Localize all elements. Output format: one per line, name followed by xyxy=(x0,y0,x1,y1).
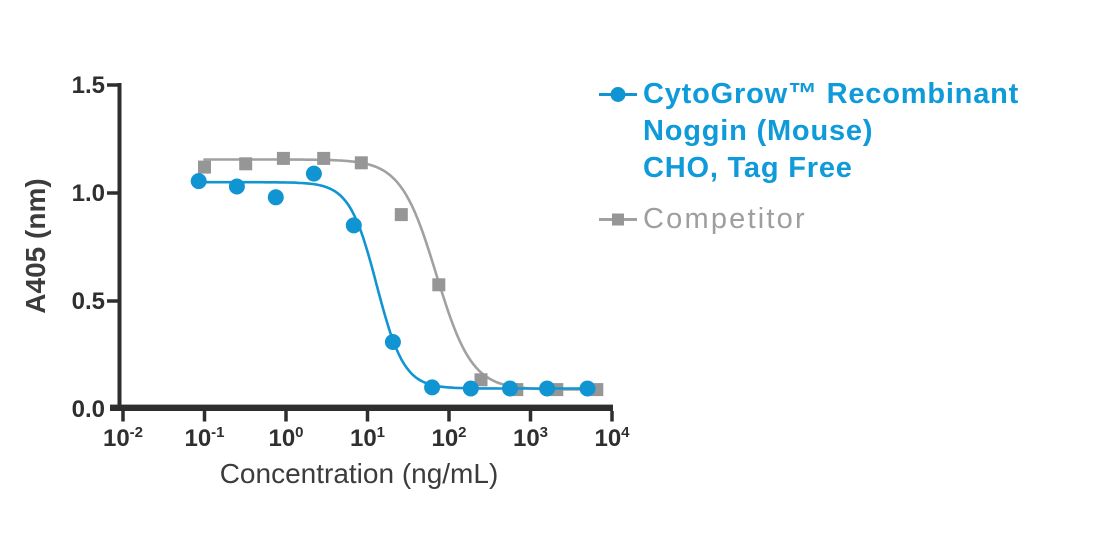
x-tick-label: 101 xyxy=(350,424,385,452)
y-tick xyxy=(107,83,118,87)
data-point-cytogrow xyxy=(539,380,556,397)
x-tick xyxy=(610,411,614,422)
y-axis-title: A405 (nm) xyxy=(20,178,51,313)
x-axis-title: Concentration (ng/mL) xyxy=(220,458,499,489)
data-point-cytogrow xyxy=(345,217,362,234)
x-tick xyxy=(447,411,451,422)
data-point-cytogrow xyxy=(305,165,322,182)
y-axis-line xyxy=(117,83,122,411)
y-tick-label: 1.0 xyxy=(72,180,105,207)
x-tick xyxy=(202,411,207,422)
x-tick-label: 102 xyxy=(431,424,466,452)
x-tick xyxy=(528,411,533,422)
data-point-competitor xyxy=(474,373,488,387)
y-tick-label: 1.5 xyxy=(72,72,105,99)
x-tick-label: 104 xyxy=(594,424,630,452)
data-point-cytogrow xyxy=(384,334,401,350)
x-tick-label: 103 xyxy=(513,424,548,452)
x-tick-label: 10-2 xyxy=(103,424,143,452)
legend-square-marker-icon xyxy=(599,213,637,226)
legend-label-competitor: Competitor xyxy=(643,203,807,235)
data-point-cytogrow xyxy=(424,379,441,396)
y-tick-label: 0.0 xyxy=(72,396,105,423)
x-tick xyxy=(284,411,288,422)
y-tick xyxy=(107,191,118,195)
y-tick-label: 0.5 xyxy=(72,288,105,315)
data-point-competitor xyxy=(354,156,368,170)
data-point-cytogrow xyxy=(579,380,596,397)
legend-label-cytogrow: CytoGrow™ Recombinant Noggin (Mouse) CHO… xyxy=(643,76,1019,187)
data-point-cytogrow xyxy=(267,189,284,206)
legend-label-line1: CytoGrow™ Recombinant xyxy=(643,78,1020,110)
x-axis-line xyxy=(110,404,613,411)
data-point-competitor xyxy=(394,208,408,222)
data-point-competitor xyxy=(198,160,211,174)
curve-competitor xyxy=(203,158,599,391)
data-point-cytogrow xyxy=(190,173,207,190)
curve-cytogrow xyxy=(197,180,589,390)
data-point-competitor xyxy=(432,278,446,292)
legend-item-cytogrow: CytoGrow™ Recombinant Noggin (Mouse) CHO… xyxy=(598,76,1019,187)
data-point-competitor xyxy=(239,157,253,171)
chart-legend: CytoGrow™ Recombinant Noggin (Mouse) CHO… xyxy=(598,76,1019,238)
legend-item-competitor: Competitor xyxy=(598,201,1019,238)
x-tick-label: 100 xyxy=(268,424,303,452)
legend-circle-marker-icon xyxy=(599,87,637,102)
data-point-competitor xyxy=(276,151,290,165)
data-point-cytogrow xyxy=(502,380,518,397)
data-point-cytogrow xyxy=(228,178,245,195)
x-tick xyxy=(365,411,370,422)
x-tick xyxy=(121,411,125,422)
x-tick-label: 10-1 xyxy=(184,424,224,452)
data-point-competitor xyxy=(317,151,331,165)
y-tick xyxy=(107,299,118,303)
data-point-cytogrow xyxy=(462,380,479,397)
legend-label-line3: CHO, Tag Free xyxy=(643,152,853,184)
legend-label-line2: Noggin (Mouse) xyxy=(643,115,874,147)
